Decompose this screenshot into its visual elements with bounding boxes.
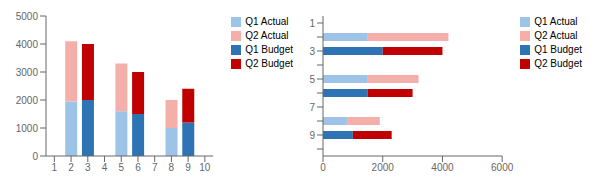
- svg-text:2000: 2000: [372, 162, 395, 173]
- svg-text:1: 1: [52, 162, 58, 173]
- html-text:Q2 Actual: Q2 Actual: [534, 30, 578, 41]
- svg-text:6: 6: [135, 162, 141, 173]
- html-text:Q1 Actual: Q1 Actual: [245, 16, 289, 27]
- html-text:Q1 Budget: Q1 Budget: [245, 44, 293, 55]
- svg-text:5000: 5000: [16, 11, 39, 22]
- svg-text:1000: 1000: [16, 123, 39, 134]
- svg-text:3: 3: [85, 162, 91, 173]
- svg-text:3000: 3000: [16, 67, 39, 78]
- svg-text:4000: 4000: [431, 162, 454, 173]
- html-text:Q1 Actual: Q1 Actual: [534, 16, 578, 27]
- svg-text:3: 3: [309, 46, 315, 57]
- svg-text:2000: 2000: [16, 95, 39, 106]
- svg-text:6000: 6000: [491, 162, 514, 173]
- html-text:Q2 Budget: Q2 Budget: [534, 58, 582, 69]
- html-text:Q1 Budget: Q1 Budget: [534, 44, 582, 55]
- svg-text:5: 5: [309, 74, 315, 85]
- svg-text:9: 9: [185, 162, 191, 173]
- svg-text:1: 1: [309, 18, 315, 29]
- svg-text:8: 8: [169, 162, 175, 173]
- svg-text:10: 10: [199, 162, 211, 173]
- svg-text:0: 0: [32, 151, 38, 162]
- svg-text:7: 7: [309, 102, 315, 113]
- html-text:Q2 Actual: Q2 Actual: [245, 30, 289, 41]
- svg-text:7: 7: [152, 162, 158, 173]
- svg-text:0: 0: [320, 162, 326, 173]
- svg-text:9: 9: [309, 130, 315, 141]
- svg-text:5: 5: [118, 162, 124, 173]
- svg-text:4000: 4000: [16, 39, 39, 50]
- svg-text:4: 4: [102, 162, 108, 173]
- svg-text:2: 2: [68, 162, 74, 173]
- html-text:Q2 Budget: Q2 Budget: [245, 58, 293, 69]
